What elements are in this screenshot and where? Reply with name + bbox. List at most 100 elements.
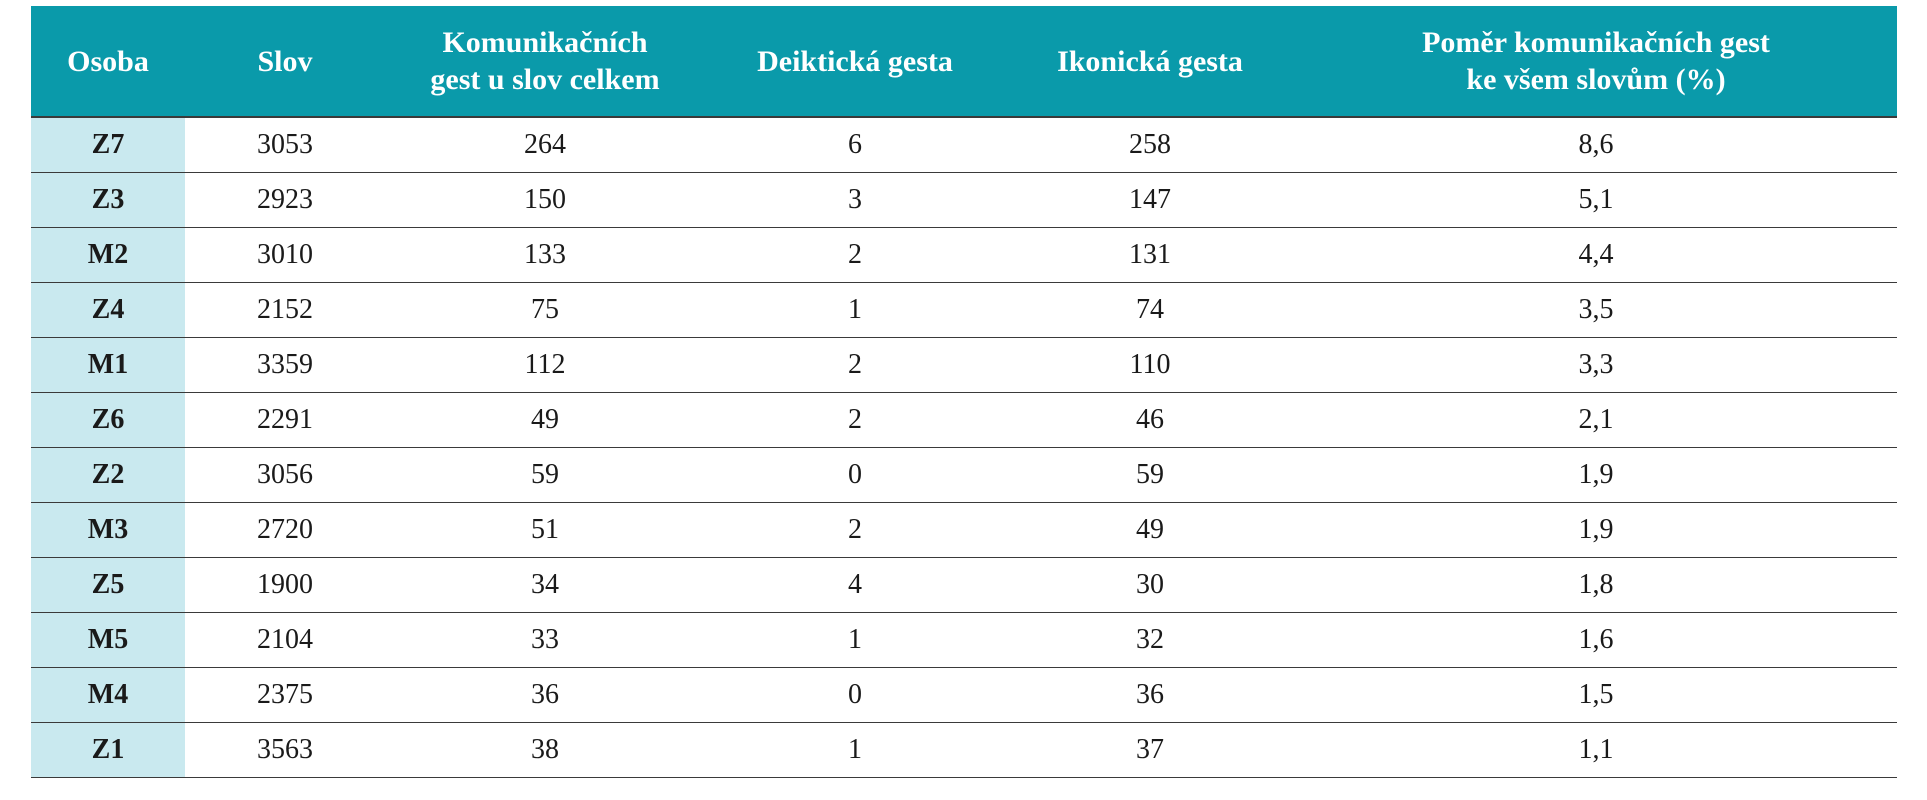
table-row: Z2 3056 59 0 59 1,9 — [31, 447, 1897, 503]
cell-komunikacnich-gest: 59 — [385, 447, 705, 503]
cell-deikticka-gesta: 2 — [705, 337, 1005, 393]
cell-pomer: 1,8 — [1295, 557, 1897, 613]
cell-ikonicka-gesta: 74 — [1005, 282, 1295, 338]
cell-komunikacnich-gest: 150 — [385, 172, 705, 228]
cell-pomer: 2,1 — [1295, 392, 1897, 448]
cell-komunikacnich-gest: 51 — [385, 502, 705, 558]
table-row: M2 3010 133 2 131 4,4 — [31, 227, 1897, 283]
cell-ikonicka-gesta: 131 — [1005, 227, 1295, 283]
cell-deikticka-gesta: 3 — [705, 172, 1005, 228]
cell-slov: 1900 — [185, 557, 385, 613]
cell-osoba: Z5 — [31, 557, 185, 613]
cell-ikonicka-gesta: 36 — [1005, 667, 1295, 723]
header-slov-text: Slov — [257, 44, 313, 78]
cell-slov: 2720 — [185, 502, 385, 558]
cell-slov: 2923 — [185, 172, 385, 228]
cell-pomer: 8,6 — [1295, 116, 1897, 173]
cell-komunikacnich-gest: 34 — [385, 557, 705, 613]
header-row: Osoba Slov Komunikačních gest u slov cel… — [31, 6, 1897, 117]
cell-osoba: Z2 — [31, 447, 185, 503]
header-ikonicka-gesta: Ikonická gesta — [1005, 6, 1295, 117]
cell-slov: 3010 — [185, 227, 385, 283]
cell-osoba: M3 — [31, 502, 185, 558]
cell-osoba: Z3 — [31, 172, 185, 228]
cell-deikticka-gesta: 1 — [705, 612, 1005, 668]
header-osoba-text: Osoba — [67, 44, 149, 78]
cell-komunikacnich-gest: 264 — [385, 116, 705, 173]
header-komunikacnich-gest: Komunikačních gest u slov celkem — [385, 6, 705, 117]
header-slov: Slov — [185, 6, 385, 117]
cell-komunikacnich-gest: 133 — [385, 227, 705, 283]
cell-deikticka-gesta: 0 — [705, 447, 1005, 503]
cell-osoba: Z6 — [31, 392, 185, 448]
header-ikonicka-gesta-text: Ikonická gesta — [1057, 44, 1243, 78]
cell-komunikacnich-gest: 36 — [385, 667, 705, 723]
table-row: Z3 2923 150 3 147 5,1 — [31, 172, 1897, 228]
cell-ikonicka-gesta: 258 — [1005, 116, 1295, 173]
gestures-table: Osoba Slov Komunikačních gest u slov cel… — [31, 6, 1897, 778]
cell-deikticka-gesta: 2 — [705, 502, 1005, 558]
header-pomer-line-1: Poměr komunikačních gest — [1422, 26, 1770, 59]
cell-deikticka-gesta: 2 — [705, 227, 1005, 283]
header-pomer: Poměr komunikačních gest ke všem slovům … — [1295, 6, 1897, 117]
cell-pomer: 5,1 — [1295, 172, 1897, 228]
cell-osoba: Z7 — [31, 116, 185, 173]
cell-ikonicka-gesta: 32 — [1005, 612, 1295, 668]
cell-ikonicka-gesta: 30 — [1005, 557, 1295, 613]
table-row: Z6 2291 49 2 46 2,1 — [31, 392, 1897, 448]
cell-komunikacnich-gest: 75 — [385, 282, 705, 338]
cell-slov: 3359 — [185, 337, 385, 393]
cell-osoba: Z4 — [31, 282, 185, 338]
table-row: M4 2375 36 0 36 1,5 — [31, 667, 1897, 723]
cell-pomer: 3,5 — [1295, 282, 1897, 338]
cell-ikonicka-gesta: 49 — [1005, 502, 1295, 558]
cell-ikonicka-gesta: 37 — [1005, 722, 1295, 778]
cell-osoba: M2 — [31, 227, 185, 283]
cell-deikticka-gesta: 2 — [705, 392, 1005, 448]
table-row: M3 2720 51 2 49 1,9 — [31, 502, 1897, 558]
cell-slov: 2152 — [185, 282, 385, 338]
cell-pomer: 4,4 — [1295, 227, 1897, 283]
cell-komunikacnich-gest: 49 — [385, 392, 705, 448]
cell-deikticka-gesta: 4 — [705, 557, 1005, 613]
table-row: Z7 3053 264 6 258 8,6 — [31, 116, 1897, 173]
cell-ikonicka-gesta: 147 — [1005, 172, 1295, 228]
cell-slov: 2291 — [185, 392, 385, 448]
table-header: Osoba Slov Komunikačních gest u slov cel… — [31, 6, 1897, 117]
cell-pomer: 1,5 — [1295, 667, 1897, 723]
header-deikticka-gesta: Deiktická gesta — [705, 6, 1005, 117]
cell-pomer: 1,9 — [1295, 447, 1897, 503]
header-komunikacnich-gest-line-1: Komunikačních — [442, 26, 648, 59]
cell-osoba: M4 — [31, 667, 185, 723]
cell-slov: 2375 — [185, 667, 385, 723]
cell-pomer: 3,3 — [1295, 337, 1897, 393]
table-row: Z5 1900 34 4 30 1,8 — [31, 557, 1897, 613]
header-osoba: Osoba — [31, 6, 185, 117]
cell-ikonicka-gesta: 59 — [1005, 447, 1295, 503]
cell-slov: 2104 — [185, 612, 385, 668]
cell-komunikacnich-gest: 33 — [385, 612, 705, 668]
table-container: Osoba Slov Komunikačních gest u slov cel… — [31, 6, 1897, 778]
cell-slov: 3053 — [185, 116, 385, 173]
cell-osoba: M1 — [31, 337, 185, 393]
cell-komunikacnich-gest: 38 — [385, 722, 705, 778]
cell-slov: 3563 — [185, 722, 385, 778]
table-row: Z1 3563 38 1 37 1,1 — [31, 722, 1897, 778]
cell-osoba: M5 — [31, 612, 185, 668]
cell-slov: 3056 — [185, 447, 385, 503]
cell-pomer: 1,1 — [1295, 722, 1897, 778]
cell-deikticka-gesta: 0 — [705, 667, 1005, 723]
cell-osoba: Z1 — [31, 722, 185, 778]
table-row: M5 2104 33 1 32 1,6 — [31, 612, 1897, 668]
table-row: Z4 2152 75 1 74 3,5 — [31, 282, 1897, 338]
table-body: Z7 3053 264 6 258 8,6 Z3 2923 150 3 147 … — [31, 116, 1897, 778]
cell-deikticka-gesta: 1 — [705, 282, 1005, 338]
cell-deikticka-gesta: 1 — [705, 722, 1005, 778]
cell-pomer: 1,9 — [1295, 502, 1897, 558]
cell-pomer: 1,6 — [1295, 612, 1897, 668]
cell-deikticka-gesta: 6 — [705, 116, 1005, 173]
table-row: M1 3359 112 2 110 3,3 — [31, 337, 1897, 393]
cell-ikonicka-gesta: 110 — [1005, 337, 1295, 393]
cell-ikonicka-gesta: 46 — [1005, 392, 1295, 448]
header-komunikacnich-gest-line-2: gest u slov celkem — [430, 63, 660, 96]
